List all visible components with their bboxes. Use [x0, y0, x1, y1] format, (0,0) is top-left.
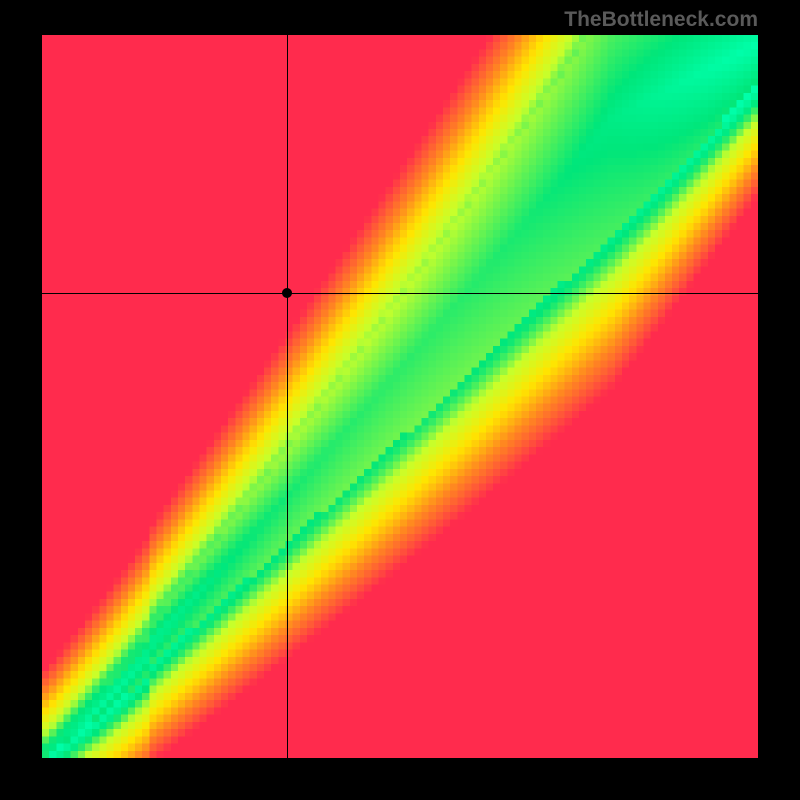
crosshair-horizontal: [42, 293, 758, 294]
heatmap-canvas: [42, 35, 758, 758]
watermark-text: TheBottleneck.com: [564, 8, 758, 32]
bottom-border: [0, 758, 800, 800]
crosshair-marker: [282, 288, 292, 298]
bottleneck-heatmap: [42, 35, 758, 758]
crosshair-vertical: [287, 35, 288, 758]
